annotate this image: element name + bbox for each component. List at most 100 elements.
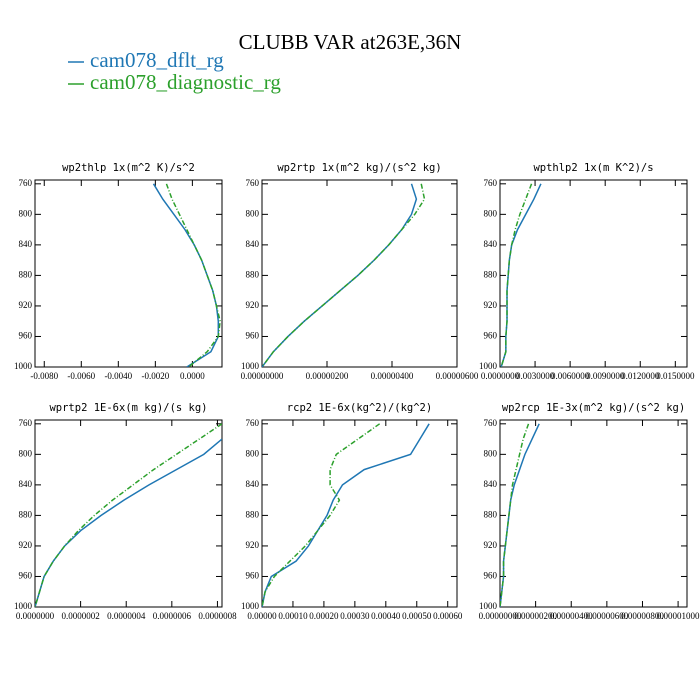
series-line [500,183,542,367]
y-tick-label: 760 [484,418,498,428]
x-tick-label: 0.00000000 [479,611,522,621]
y-tick-label: 920 [484,540,498,550]
series-line [262,423,381,607]
y-tick-label: 840 [246,479,260,489]
y-tick-label: 1000 [479,601,498,611]
panel-title: wpthlp2 1x(m K^2)/s [533,162,653,174]
y-tick-label: 800 [484,208,498,218]
plot-frame [34,179,223,368]
plot-frame [499,419,688,608]
y-tick-label: 760 [19,418,33,428]
y-tick-label: 920 [19,300,33,310]
y-tick-label: 880 [19,509,33,519]
y-tick-label: 840 [19,239,33,249]
x-tick-label: 0.0090000 [586,371,625,381]
y-tick-label: 760 [246,178,260,188]
x-tick-label: 0.00000200 [306,371,349,381]
x-tick-label: 0.0000008 [198,611,237,621]
x-tick-label: 0.00000400 [371,371,414,381]
y-tick-label: 920 [246,540,260,550]
x-tick-label: -0.0080 [30,371,58,381]
y-tick-label: 840 [484,239,498,249]
x-tick-label: 0.00010 [278,611,308,621]
plot-area [35,423,222,607]
y-tick-label: 800 [19,208,33,218]
y-tick-label: 840 [19,479,33,489]
plot-area [500,183,542,367]
y-tick-label: 880 [246,509,260,519]
series-line [500,183,533,367]
x-tick-label: -0.0040 [104,371,132,381]
series-line [262,423,430,607]
plot-frame [34,419,223,608]
x-tick-label: 0.00000600 [436,371,479,381]
x-tick-label: -0.0060 [67,371,95,381]
y-tick-label: 920 [484,300,498,310]
y-tick-label: 800 [484,448,498,458]
panel-title: rcp2 1E-6x(kg^2)/(kg^2) [287,402,432,414]
y-tick-label: 1000 [241,361,260,371]
plot-area [152,183,221,367]
x-tick-label: -0.0020 [141,371,169,381]
series-line [500,423,530,607]
y-tick-label: 1000 [14,601,33,611]
y-tick-label: 880 [246,269,260,279]
x-tick-label: 0.00030 [340,611,370,621]
x-tick-label: 0.00000 [247,611,277,621]
x-tick-label: 0.0000006 [153,611,192,621]
y-tick-label: 760 [484,178,498,188]
plot-frame [261,179,458,368]
x-tick-label: 0.00000600 [585,611,628,621]
figure-title: CLUBB VAR at263E,36N [239,30,462,54]
series-line [35,423,222,607]
series-line [35,438,222,607]
y-tick-label: 960 [246,571,260,581]
panel-title: wp2rcp 1E-3x(m^2 kg)/(s^2 kg) [502,402,685,414]
x-tick-label: 0.0000 [180,371,205,381]
y-tick-label: 880 [19,269,33,279]
x-tick-label: 0.00000000 [241,371,284,381]
y-tick-label: 800 [19,448,33,458]
y-tick-label: 960 [19,331,33,341]
x-tick-label: 0.0000000 [481,371,520,381]
x-tick-label: 0.00001000 [657,611,700,621]
y-tick-label: 840 [484,479,498,489]
x-tick-label: 0.00040 [371,611,401,621]
y-tick-label: 920 [246,300,260,310]
y-tick-label: 1000 [479,361,498,371]
plot-frame [261,419,458,608]
x-tick-label: 0.0030000 [516,371,555,381]
y-tick-label: 960 [246,331,260,341]
panel-title: wp2thlp 1x(m^2 K)/s^2 [62,162,195,174]
y-tick-label: 760 [246,418,260,428]
x-tick-label: 0.00060 [433,611,463,621]
y-tick-label: 1000 [241,601,260,611]
y-tick-label: 920 [19,540,33,550]
y-tick-label: 800 [246,208,260,218]
x-tick-label: 0.0150000 [656,371,695,381]
series-line [165,183,221,367]
series-line [262,183,426,367]
x-tick-label: 0.0000000 [16,611,55,621]
x-tick-label: 0.00000400 [550,611,593,621]
plot-frame [499,179,688,368]
y-tick-label: 960 [484,331,498,341]
y-tick-label: 800 [246,448,260,458]
y-tick-label: 840 [246,239,260,249]
series-line [152,183,220,367]
plot-area [262,423,430,607]
x-tick-label: 0.0000002 [61,611,99,621]
y-tick-label: 760 [19,178,33,188]
plot-area [262,183,426,367]
y-tick-label: 1000 [14,361,33,371]
x-tick-label: 0.00000800 [621,611,664,621]
legend-label: cam078_dflt_rg [90,48,224,72]
x-tick-label: 0.00020 [309,611,339,621]
legend-label: cam078_diagnostic_rg [90,70,281,94]
x-tick-label: 0.00000200 [514,611,557,621]
x-tick-label: 0.0060000 [551,371,590,381]
panel-title: wp2rtp 1x(m^2 kg)/(s^2 kg) [277,162,441,174]
x-tick-label: 0.0000004 [107,611,146,621]
y-tick-label: 880 [484,509,498,519]
